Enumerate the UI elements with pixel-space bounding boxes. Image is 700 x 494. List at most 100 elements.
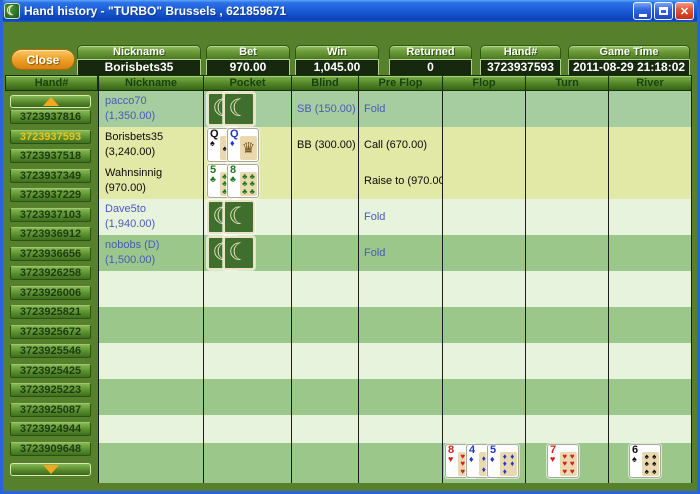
maximize-icon (659, 7, 668, 15)
field-value: 1,045.00 (295, 59, 379, 76)
preflop-action-text: Fold (364, 247, 386, 259)
river-cell (609, 199, 692, 235)
maximize-button[interactable] (654, 2, 673, 20)
card-back-crescent-icon: ☾ (228, 203, 250, 230)
column-header-river: River (609, 75, 692, 91)
turn-cell (526, 235, 609, 271)
card-back: ☾ (223, 236, 255, 270)
card-7-heart: 7 ♥ ♥ ♥ ♥ ♥ ♥ ♥ (547, 444, 579, 478)
empty-cell (204, 415, 292, 443)
blind-cell (292, 163, 359, 199)
empty-cell (443, 271, 526, 307)
river-cell (609, 163, 692, 199)
empty-cell (526, 307, 609, 343)
player-nickname-cell: nobobs (D) (1,500.00) (99, 235, 204, 271)
card-back-crescent-icon: ☾ (228, 95, 250, 122)
player-stack: (970.00) (105, 182, 146, 194)
blind-text: BB (300.00) (297, 139, 356, 151)
empty-cell (99, 443, 204, 483)
field-value: Borisbets35 (77, 59, 201, 76)
preflop-cell: Fold (359, 199, 443, 235)
column-header-nickname: Nickname (99, 75, 204, 91)
card-back: ☾ (223, 200, 255, 234)
summary-field-win: Win 1,045.00 (295, 45, 379, 76)
field-value: 2011-08-29 21:18:02 (568, 59, 690, 76)
hand-number-item[interactable]: 3723936656 (10, 246, 91, 261)
field-label: Hand# (480, 45, 561, 59)
player-nickname-cell: Dave5to (1,940.00) (99, 199, 204, 235)
minimize-button[interactable] (633, 2, 652, 20)
hand-number-item[interactable]: 3723936912 (10, 227, 91, 241)
empty-cell (526, 415, 609, 443)
empty-cell (359, 271, 443, 307)
turn-cell (526, 199, 609, 235)
empty-cell (99, 343, 204, 379)
empty-cell (204, 307, 292, 343)
hand-number-item[interactable]: 3723924944 (10, 422, 91, 436)
empty-cell (359, 415, 443, 443)
preflop-cell: Raise to (970.00) (359, 163, 448, 199)
preflop-action-text: Raise to (970.00) (364, 175, 449, 187)
empty-cell (204, 271, 292, 307)
empty-cell (99, 307, 204, 343)
hand-number-item[interactable]: 3723925087 (10, 402, 91, 417)
hand-number-item[interactable]: 3723925223 (10, 383, 91, 397)
turn-cell (526, 163, 609, 199)
hand-number-item[interactable]: 3723937518 (10, 149, 91, 163)
field-label: Win (295, 45, 379, 59)
hand-number-item[interactable]: 3723937593 (10, 129, 91, 144)
scroll-up-button[interactable] (10, 95, 91, 108)
pocket-cards-cell: ☾☾ (204, 91, 292, 127)
column-header-pocket: Pocket (204, 75, 292, 91)
hand-number-item[interactable]: 3723925425 (10, 363, 91, 378)
hand-number-item[interactable]: 3723937349 (10, 168, 91, 183)
column-header-pre-flop: Pre Flop (359, 75, 443, 91)
empty-cell (443, 343, 526, 379)
empty-cell (609, 415, 692, 443)
pocket-cards-cell: 5♣♣♣♣♣♣8♣♣♣♣♣♣♣ (204, 163, 292, 199)
hand-number-item[interactable]: 3723937816 (10, 110, 91, 124)
river-cell (609, 91, 692, 127)
preflop-action-text: Fold (364, 211, 386, 223)
empty-cell (609, 271, 692, 307)
scroll-down-button[interactable] (10, 463, 91, 476)
hand-number-item[interactable]: 3723925821 (10, 305, 91, 319)
turn-cell (526, 127, 609, 163)
card-5-diamond: 5 ♦ ♦ ♦ ♦ ♦ ♦ (487, 444, 519, 478)
empty-cell (99, 379, 204, 415)
card-back: ☾ (223, 92, 255, 126)
empty-cell (359, 379, 443, 415)
pocket-cards-cell: ☾☾ (204, 235, 292, 271)
hand-number-item[interactable]: 3723925546 (10, 344, 91, 358)
flop-cell (443, 163, 526, 199)
empty-cell (443, 415, 526, 443)
pocket-cards-cell: ☾☾ (204, 199, 292, 235)
preflop-cell: Call (670.00) (359, 127, 443, 163)
hand-history-table: Nickname Pocket Blind Pre Flop Flop Turn River… (98, 75, 692, 483)
field-label: Returned (389, 45, 472, 59)
hand-list-header: Hand# (5, 75, 98, 91)
board-river-cell: 6 ♠ ♠ ♠ ♠ ♠ ♠ ♠ (609, 443, 692, 483)
hand-number-item[interactable]: 3723926006 (10, 285, 91, 300)
hand-number-item[interactable]: 3723925672 (10, 324, 91, 339)
player-nickname-cell: Wahnsinnig (970.00) (99, 163, 204, 199)
empty-cell (443, 379, 526, 415)
window-controls: ✕ (633, 2, 696, 20)
hand-number-item[interactable]: 3723937229 (10, 188, 91, 202)
preflop-cell: Fold (359, 91, 443, 127)
flop-cell (443, 127, 526, 163)
column-header-blind: Blind (292, 75, 359, 91)
player-nickname: pacco70 (105, 95, 147, 107)
titlebar[interactable]: ☾ Hand history - "TURBO" Brussels , 6218… (3, 0, 697, 22)
hand-number-item[interactable]: 3723937103 (10, 207, 91, 222)
window-close-button[interactable]: ✕ (675, 2, 694, 20)
field-value: 970.00 (206, 59, 290, 76)
arrow-up-icon (42, 97, 59, 106)
content-area: Close Nickname Borisbets35 Bet 970.00 Wi… (3, 22, 697, 491)
turn-cell (526, 91, 609, 127)
empty-cell (359, 307, 443, 343)
blind-text: SB (150.00) (297, 103, 356, 115)
hand-number-item[interactable]: 3723909648 (10, 441, 91, 456)
hand-number-item[interactable]: 3723926258 (10, 266, 91, 280)
close-button[interactable]: Close (11, 49, 75, 70)
